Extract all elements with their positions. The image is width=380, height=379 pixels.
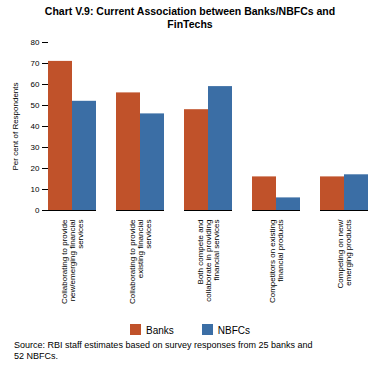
html-text:Source: RBI staff estimates ba: Source: RBI staff estimates based on sur…	[14, 340, 313, 361]
svg-text:50: 50	[31, 101, 40, 110]
html-text:Banks: Banks	[146, 325, 174, 337]
svg-text:30: 30	[31, 143, 40, 152]
html-text:Chart V.9: Current Association: Chart V.9: Current Association between B…	[44, 5, 336, 30]
svg-text:80: 80	[31, 38, 40, 47]
svg-text:70: 70	[31, 59, 40, 68]
svg-text:Competing on new/emerging prod: Competing on new/emerging products	[336, 219, 353, 289]
svg-text:60: 60	[31, 80, 40, 89]
svg-text:40: 40	[31, 122, 40, 131]
svg-text:0: 0	[35, 206, 40, 215]
svg-text:10: 10	[31, 185, 40, 194]
svg-text:Competitors on existingfinanci: Competitors on existingfinancial product…	[268, 220, 285, 304]
svg-text:Collaborating to provideexisti: Collaborating to provideexisting financi…	[128, 219, 153, 304]
svg-text:Both compete andcollaborate in: Both compete andcollaborate in providing…	[196, 220, 221, 302]
svg-text:Collaborating to providenew/em: Collaborating to providenew/emerging fin…	[60, 219, 85, 304]
svg-text:20: 20	[31, 164, 40, 173]
svg-text:Per cent of Respondents: Per cent of Respondents	[11, 83, 20, 171]
html-text:NBFCs: NBFCs	[217, 325, 250, 337]
